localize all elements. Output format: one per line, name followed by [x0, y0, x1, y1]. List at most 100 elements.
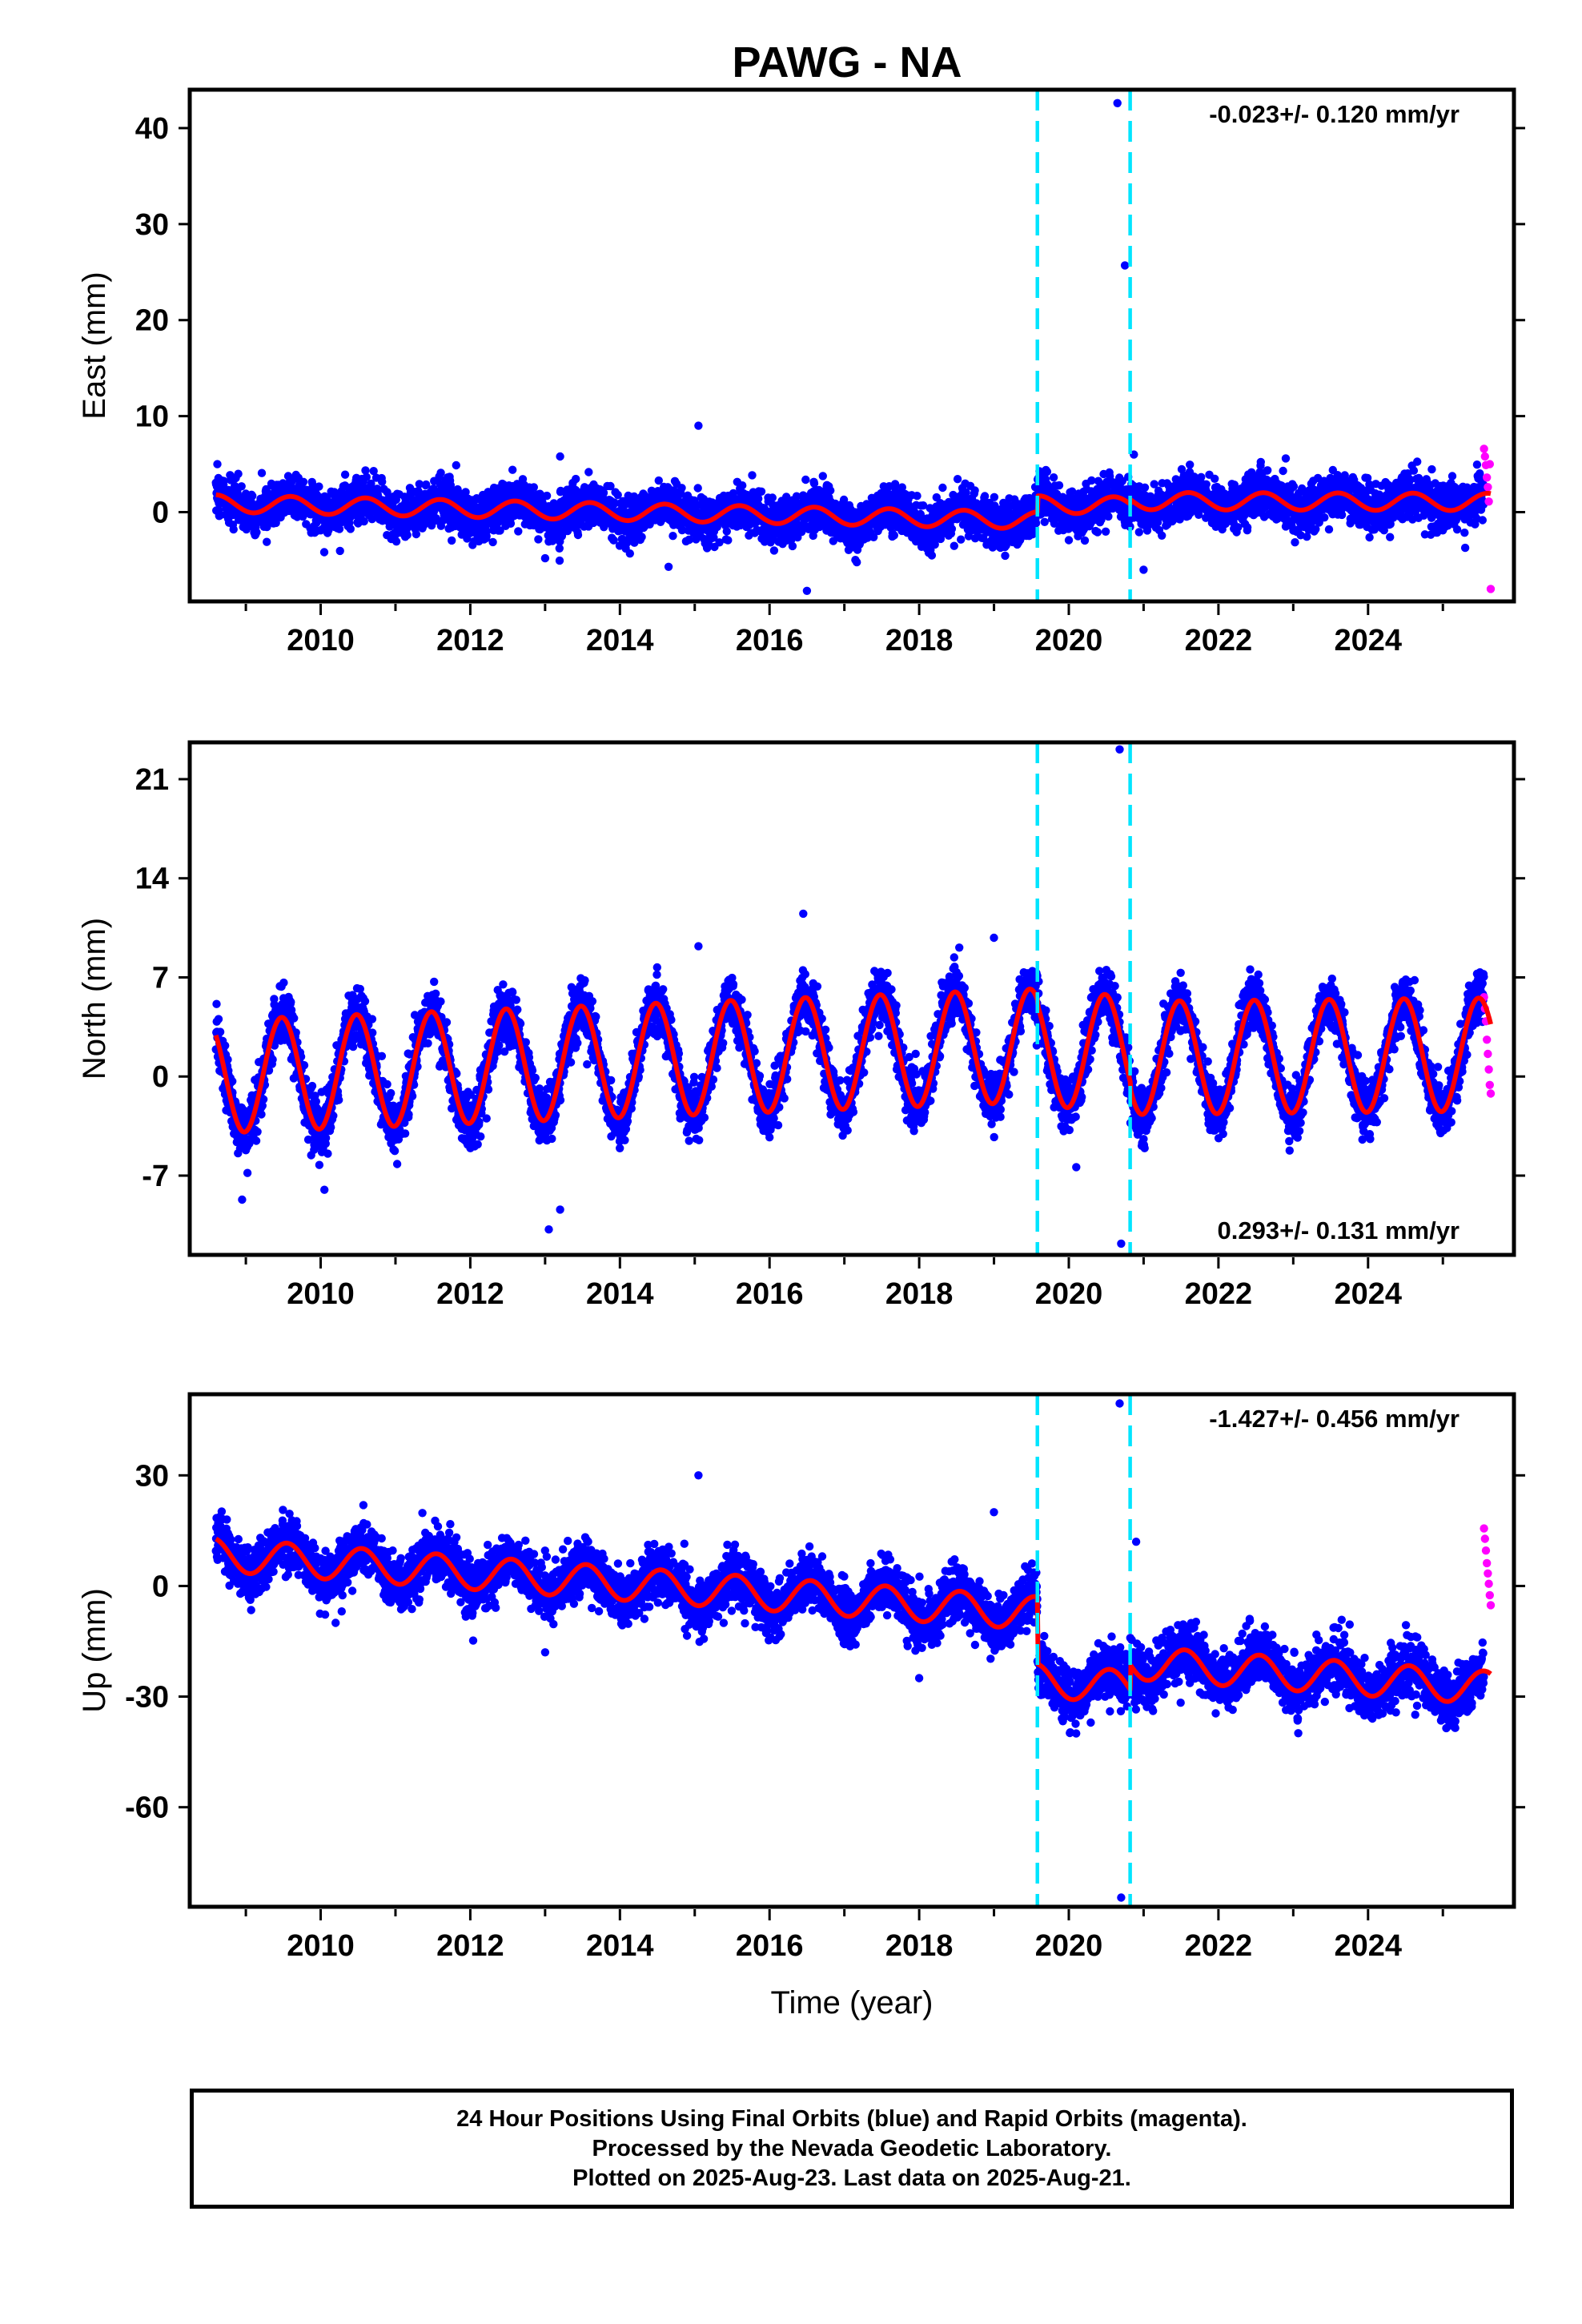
- data-point: [768, 493, 777, 502]
- data-point: [369, 467, 378, 476]
- final-orbit-points: [211, 99, 1488, 595]
- data-point: [788, 541, 797, 551]
- data-point: [990, 493, 999, 501]
- data-point: [927, 551, 937, 560]
- data-point: [677, 484, 686, 493]
- data-point: [555, 556, 564, 565]
- data-point: [213, 460, 222, 468]
- data-point: [913, 492, 921, 501]
- data-point: [769, 546, 779, 555]
- data-point: [1186, 460, 1195, 469]
- data-point: [950, 541, 959, 550]
- data-point: [420, 521, 428, 529]
- panel-1: 2010 2012 2014 2016 2018 2020 2022 202401020304…: [77, 87, 1525, 657]
- data-point: [359, 517, 368, 526]
- data-point: [362, 472, 371, 481]
- data-point: [980, 492, 990, 501]
- data-point: [938, 483, 947, 493]
- data-point: [452, 460, 460, 470]
- x-axis-label: Time (year): [771, 1985, 934, 2020]
- data-point: [446, 480, 456, 490]
- data-point: [315, 482, 323, 491]
- data-point: [722, 527, 731, 536]
- data-point: [889, 531, 899, 540]
- data-point: [335, 525, 344, 533]
- data-point: [319, 548, 329, 557]
- data-point: [248, 492, 257, 501]
- data-point: [748, 471, 757, 480]
- data-point: [1104, 512, 1113, 521]
- data-point: [448, 536, 456, 545]
- data-point: [637, 533, 646, 541]
- data-point: [1042, 467, 1052, 476]
- data-point: [367, 479, 375, 489]
- data-point: [1054, 480, 1064, 490]
- data-point: [1040, 517, 1050, 526]
- data-point: [1256, 457, 1266, 467]
- data-point: [252, 528, 261, 537]
- data-point: [953, 475, 962, 484]
- data-point: [584, 468, 593, 476]
- data-point: [1263, 466, 1272, 475]
- data-point: [340, 470, 350, 479]
- data-point: [1049, 473, 1058, 482]
- data-point: [573, 530, 583, 540]
- data-point: [669, 532, 677, 541]
- chart-title: PAWG - NA: [733, 38, 962, 86]
- data-point: [1101, 527, 1110, 536]
- data-point: [378, 477, 387, 486]
- data-point: [625, 549, 634, 558]
- data-point: [1140, 483, 1150, 492]
- plot-area: [211, 90, 1496, 601]
- data-point: [542, 491, 552, 501]
- data-point: [534, 535, 543, 544]
- data-point: [572, 474, 580, 484]
- data-point: [237, 482, 246, 491]
- data-point: [1080, 536, 1090, 545]
- data-point: [1093, 528, 1102, 537]
- data-point: [461, 488, 470, 497]
- data-point: [229, 525, 238, 534]
- data-point: [412, 529, 421, 539]
- data-point: [970, 486, 979, 495]
- data-point: [1158, 531, 1166, 540]
- data-point: [299, 477, 308, 486]
- data-point: [514, 527, 523, 536]
- data-point: [346, 525, 355, 533]
- data-point: [1064, 536, 1074, 545]
- data-point: [826, 486, 835, 495]
- data-point: [757, 487, 766, 496]
- data-point: [1197, 472, 1206, 481]
- data-point: [415, 480, 424, 489]
- data-point: [263, 537, 271, 546]
- data-point: [219, 476, 228, 485]
- data-point: [234, 469, 243, 478]
- data-point: [724, 536, 733, 545]
- data-point: [403, 530, 412, 540]
- data-point: [529, 483, 538, 492]
- panels: 2010 2012 2014 2016 2018 2020 2022 202401020304…: [77, 87, 1525, 1963]
- data-point: [508, 465, 517, 474]
- data-point: [693, 484, 702, 493]
- data-point: [1001, 551, 1010, 561]
- data-point: [488, 537, 497, 547]
- data-point: [422, 480, 431, 489]
- data-point: [853, 557, 861, 567]
- data-point: [818, 472, 827, 480]
- data-point: [801, 475, 810, 485]
- data-point: [506, 519, 516, 528]
- data-point: [257, 468, 267, 477]
- data-point: [391, 537, 401, 546]
- data-point: [436, 468, 445, 477]
- data-point: [361, 466, 370, 475]
- data-point: [957, 535, 966, 544]
- data-point: [947, 525, 957, 533]
- data-point: [335, 546, 344, 556]
- data-point: [1243, 523, 1252, 532]
- data-point: [1031, 519, 1041, 528]
- data-point: [1134, 528, 1144, 537]
- data-point: [1202, 480, 1211, 489]
- data-point: [738, 481, 747, 490]
- data-point: [1211, 474, 1219, 483]
